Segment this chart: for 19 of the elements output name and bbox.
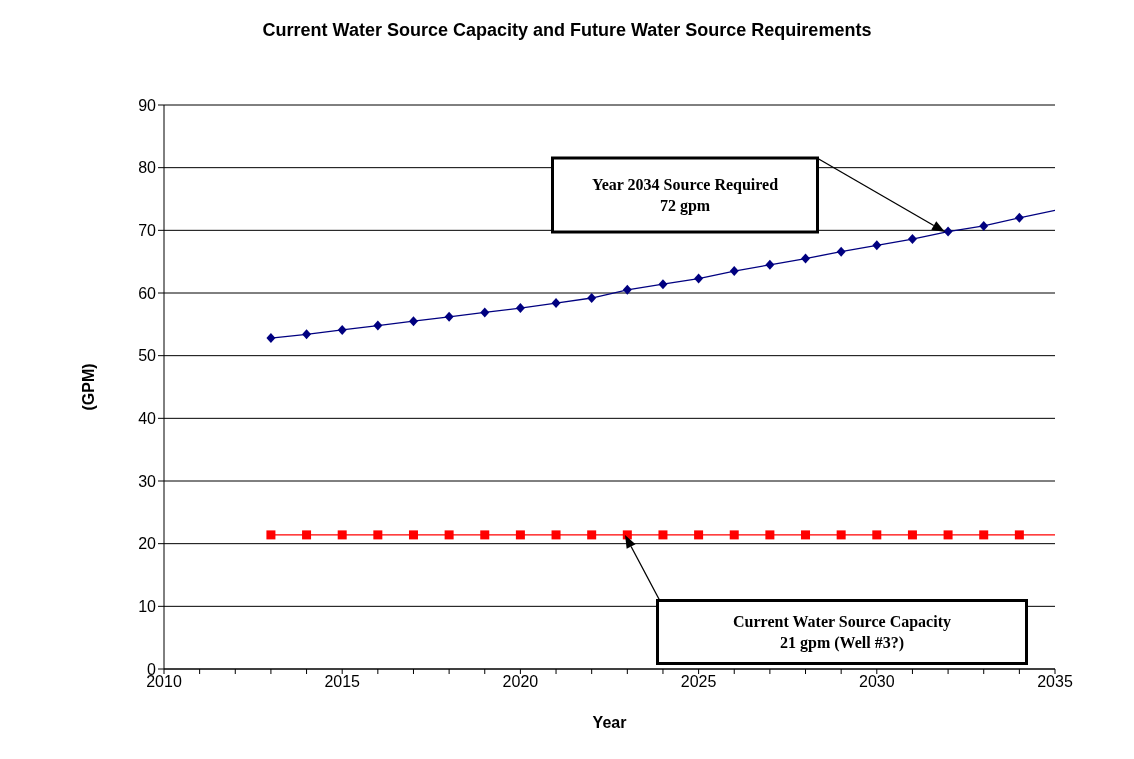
x-tick-label: 2030 (859, 673, 895, 691)
y-tick-label: 80 (138, 159, 157, 177)
y-tick-label: 60 (138, 284, 157, 302)
x-tick-label: 2020 (502, 673, 539, 691)
y-tick-label: 20 (138, 535, 157, 553)
annotation: Current Water Source Capacity 21 gpm (Well #3?) (733, 613, 951, 652)
y-tick-label: 50 (138, 347, 157, 365)
chart-title: Current Water Source Capacity and Future Water Source Requirements (261, 20, 873, 41)
annotation: Year 2034 Source Required 72 gpm (591, 176, 779, 215)
y-tick-label: 70 (138, 222, 157, 240)
x-tick-label: 2015 (324, 673, 361, 691)
x-tick-label: 2025 (680, 673, 717, 691)
y-axis-title: (GPM) (79, 363, 97, 411)
x-tick-label: 2035 (1037, 673, 1073, 691)
x-axis-title: Year (592, 714, 627, 732)
y-tick-label: 30 (138, 472, 157, 490)
y-tick-label: 10 (138, 598, 157, 616)
y-tick-label: 40 (138, 410, 157, 428)
y-tick-label: 90 (138, 96, 157, 114)
